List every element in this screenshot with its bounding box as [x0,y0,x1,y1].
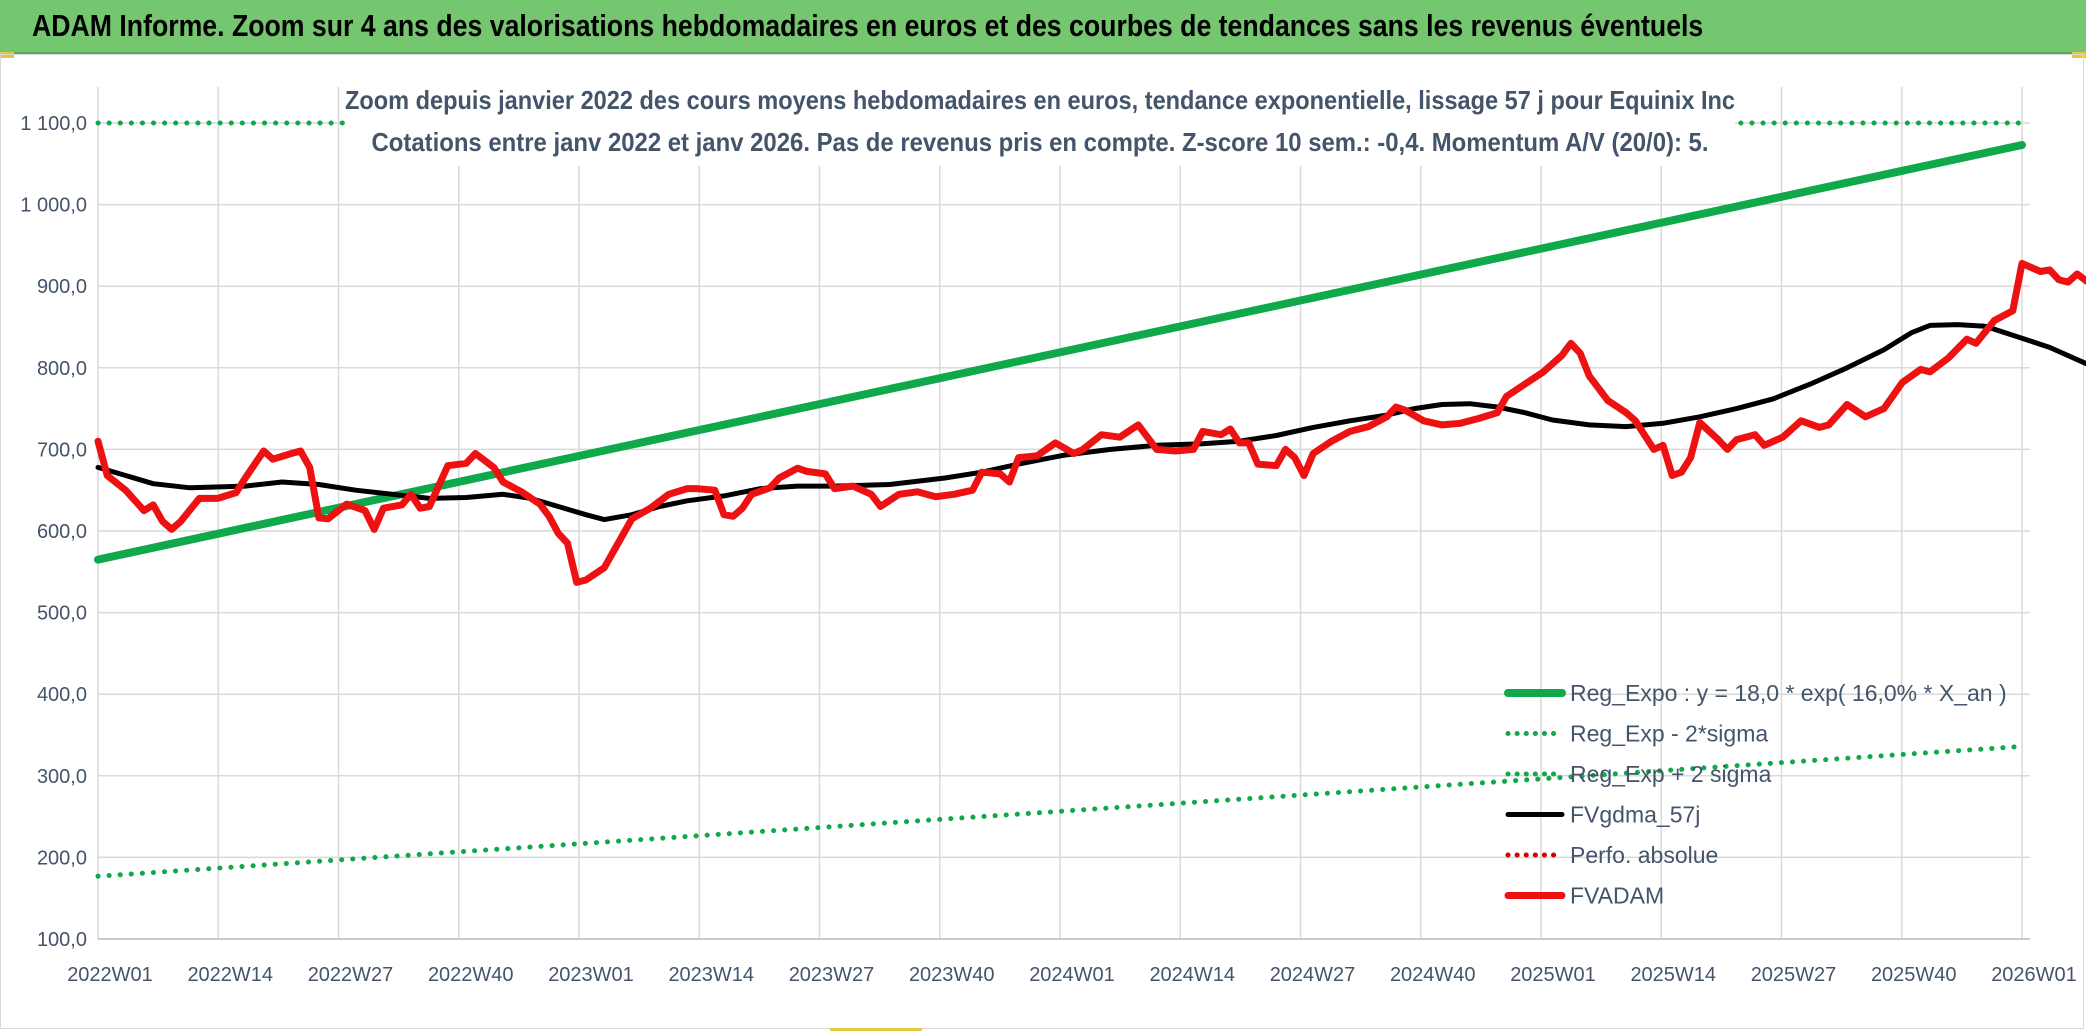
y-tick-label: 700,0 [37,439,87,461]
x-tick-label: 2025W40 [1871,964,1957,986]
x-tick-label: 2023W01 [548,964,634,986]
y-tick-label: 200,0 [37,847,87,869]
subtitle-background [345,80,1735,166]
legend-label: Reg_Expo : y = 18,0 * exp( 16,0% * X_an … [1570,680,2007,706]
y-tick-label: 100,0 [37,929,87,951]
legend-label: Reg_Exp + 2 sigma [1570,761,1772,787]
x-tick-label: 2026W01 [1991,964,2077,986]
y-tick-label: 1 000,0 [20,195,87,217]
y-tick-label: 600,0 [37,521,87,543]
y-tick-label: 1 100,0 [20,113,87,135]
x-tick-label: 2023W40 [909,964,995,986]
corner-accent-left [0,52,14,58]
y-tick-label: 400,0 [37,684,87,706]
y-tick-label: 500,0 [37,603,87,625]
report-title: ADAM Informe. Zoom sur 4 ans des valoris… [32,8,1704,43]
y-tick-label: 800,0 [37,358,87,380]
x-tick-label: 2025W14 [1630,964,1716,986]
corner-accent-right [2072,52,2086,58]
series-line-0 [94,141,2026,564]
x-axis-ticks: 2022W01 2022W14 2022W27 2022W40 2023W01 2023W… [67,964,2077,986]
x-tick-label: 2024W40 [1390,964,1476,986]
chart-titles: Zoom depuis janvier 2022 des cours moyen… [345,80,1735,166]
report-header: ADAM Informe. Zoom sur 4 ans des valoris… [0,0,2086,54]
y-tick-label: 300,0 [37,766,87,788]
x-tick-label: 2022W27 [308,964,394,986]
series-line-5 [94,259,2086,586]
bottom-accent [830,1028,922,1031]
x-tick-label: 2023W14 [668,964,754,986]
x-tick-label: 2023W27 [789,964,875,986]
chart-legend: Reg_Expo : y = 18,0 * exp( 16,0% * X_an … [1504,680,2007,909]
legend-label: Reg_Exp - 2*sigma [1570,721,1768,747]
legend-label: FVgdma_57j [1570,802,1700,828]
series-line-1 [95,743,2025,879]
chart-series [94,120,2086,879]
x-tick-label: 2024W27 [1270,964,1356,986]
chart-grid [97,87,2030,940]
chart-subtitle: Cotations entre janv 2022 et janv 2026. … [372,127,1709,157]
series-line-3 [95,322,2086,523]
chart-frame [0,54,2084,1029]
legend-label: Perfo. absolue [1570,842,1718,868]
y-tick-label: 900,0 [37,276,87,298]
y-axis-ticks: 100,0 200,0 300,0 400,0 500,0 600,0 700,0 800,0… [20,113,87,951]
chart-title: Zoom depuis janvier 2022 des cours moyen… [345,85,1735,115]
x-tick-label: 2022W01 [67,964,153,986]
x-tick-label: 2025W01 [1510,964,1596,986]
x-tick-label: 2025W27 [1751,964,1837,986]
x-tick-label: 2022W40 [428,964,514,986]
x-tick-label: 2024W14 [1149,964,1235,986]
legend-label: FVADAM [1570,883,1664,909]
x-tick-label: 2024W01 [1029,964,1115,986]
x-tick-label: 2022W14 [187,964,273,986]
